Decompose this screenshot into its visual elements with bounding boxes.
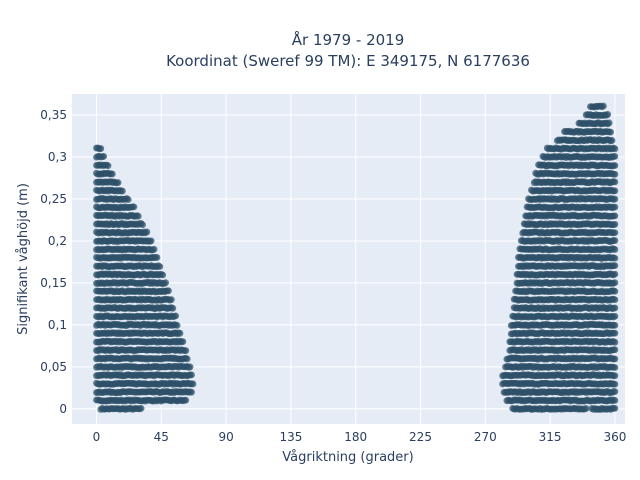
scatter-point <box>611 254 619 262</box>
scatter-point <box>611 212 619 220</box>
scatter-point <box>188 388 195 396</box>
scatter-point <box>186 363 194 371</box>
scatter-point <box>611 237 619 244</box>
data-points <box>93 102 619 413</box>
scatter-point <box>611 321 619 329</box>
scatter-point <box>611 364 619 371</box>
chart-title: År 1979 - 2019 <box>292 30 405 49</box>
scatter-point <box>143 228 151 236</box>
x-tick-label: 90 <box>218 430 233 444</box>
scatter-point <box>130 203 138 211</box>
scatter-point <box>604 111 612 118</box>
scatter-point <box>189 380 197 388</box>
scatter-point <box>608 137 616 144</box>
scatter-point <box>165 287 172 295</box>
y-tick-label: 0,2 <box>48 234 67 248</box>
scatter-point <box>611 388 619 396</box>
scatter-point <box>611 178 619 186</box>
scatter-point <box>611 229 619 236</box>
scatter-point <box>611 220 619 228</box>
x-tick-label: 45 <box>154 430 169 444</box>
scatter-point <box>611 346 619 354</box>
scatter-point <box>582 405 590 412</box>
scatter-point <box>124 196 132 203</box>
y-tick-label: 0,3 <box>48 150 67 164</box>
y-tick-label: 0,35 <box>40 108 67 122</box>
y-axis-ticks: 0 0,05 0,1 0,15 0,2 0,25 0,3 0,35 <box>40 108 67 416</box>
scatter-point <box>605 119 613 127</box>
y-tick-label: 0,1 <box>48 318 67 332</box>
scatter-point <box>611 270 619 278</box>
scatter-point <box>611 397 619 404</box>
x-axis-title: Vågriktning (grader) <box>282 450 413 465</box>
scatter-point <box>611 187 619 195</box>
scatter-point <box>104 162 112 170</box>
x-tick-label: 360 <box>603 430 626 444</box>
scatter-point <box>153 254 161 261</box>
scatter-point <box>611 338 619 346</box>
scatter-point <box>156 263 164 271</box>
y-tick-label: 0,05 <box>40 360 67 374</box>
scatter-point <box>611 304 619 312</box>
scatter-point <box>137 404 145 412</box>
scatter-point <box>100 152 108 160</box>
scatter-point <box>172 312 180 320</box>
scatter-point <box>611 195 619 203</box>
scatter-point <box>150 245 158 253</box>
scatter-point <box>182 396 190 404</box>
y-tick-label: 0,15 <box>40 276 67 290</box>
scatter-point <box>182 347 190 355</box>
scatter-point <box>599 102 607 110</box>
x-tick-label: 270 <box>474 430 497 444</box>
scatter-point <box>114 179 122 187</box>
scatter-point <box>611 355 619 363</box>
scatter-point <box>611 404 619 412</box>
scatter-point <box>139 221 146 229</box>
scatter-point <box>607 128 614 136</box>
scatter-point <box>611 312 619 320</box>
y-axis-title: Signifikant våghöjd (m) <box>16 183 31 335</box>
scatter-point <box>611 262 619 270</box>
scatter-point <box>611 329 619 337</box>
scatter-point <box>611 372 619 380</box>
y-tick-label: 0,25 <box>40 192 67 206</box>
scatter-point <box>611 287 619 295</box>
scatter-point <box>611 279 619 287</box>
scatter-point <box>611 246 619 253</box>
scatter-point <box>611 380 619 388</box>
x-tick-label: 225 <box>409 430 432 444</box>
x-tick-label: 315 <box>539 430 562 444</box>
x-tick-label: 0 <box>93 430 101 444</box>
scatter-point <box>188 371 195 379</box>
scatter-point <box>173 321 181 329</box>
scatter-point <box>169 304 177 312</box>
scatter-point <box>134 212 142 220</box>
scatter-point <box>119 187 126 195</box>
scatter-point <box>611 296 619 304</box>
scatter-point <box>611 152 619 160</box>
scatter-point <box>179 338 187 345</box>
x-tick-label: 180 <box>344 430 367 444</box>
scatter-point <box>159 271 167 279</box>
scatter-point <box>162 279 170 287</box>
x-axis-ticks: 0 45 90 135 180 225 270 315 360 <box>93 430 627 444</box>
scatter-point <box>183 355 191 363</box>
scatter-point <box>108 170 116 178</box>
scatter-point <box>147 237 155 245</box>
scatter-point <box>611 145 619 153</box>
scatter-point <box>611 203 619 211</box>
x-tick-label: 135 <box>279 430 302 444</box>
scatter-point <box>167 296 175 304</box>
scatter-point <box>611 170 619 178</box>
scatter-point <box>611 162 619 169</box>
scatter-point <box>176 329 184 337</box>
scatter-point <box>97 145 105 152</box>
chart-subtitle: Koordinat (Sweref 99 TM): E 349175, N 61… <box>166 52 530 70</box>
y-tick-label: 0 <box>59 402 67 416</box>
